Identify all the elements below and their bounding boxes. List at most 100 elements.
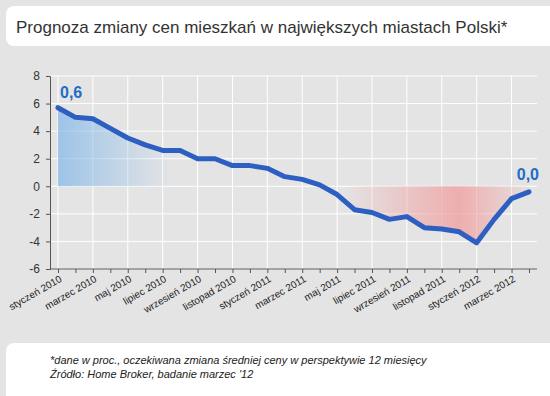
tick-mark (372, 269, 373, 273)
tick: marzec 2010 (43, 269, 99, 312)
tick-mark (355, 269, 356, 273)
tick-label: marzec 2012 (461, 273, 517, 312)
grid-line (511, 76, 512, 269)
tick: -2 (29, 207, 50, 221)
grid-line (441, 76, 442, 269)
tick (494, 269, 495, 273)
tick (389, 269, 390, 273)
tick (320, 269, 321, 273)
area (58, 108, 529, 243)
tick-mark (46, 186, 50, 187)
grid-line (50, 269, 537, 270)
note: Źródło: Home Broker, badanie marzec '12 (49, 368, 253, 380)
tick-label: 2 (33, 152, 40, 166)
tick-mark (389, 269, 390, 273)
tick (110, 269, 111, 273)
grid-line (372, 76, 373, 269)
grid-line (50, 103, 537, 104)
x-axis: styczeń 2010marzec 2010maj 2010lipiec 20… (7, 269, 537, 315)
grid (50, 76, 537, 269)
tick: -4 (29, 235, 50, 249)
tick-mark (459, 269, 460, 273)
tick: 0 (33, 180, 50, 194)
tick-label: wrzesień 2011 (351, 273, 413, 315)
tick-mark (494, 269, 495, 273)
tick-mark (145, 269, 146, 273)
tick (424, 269, 425, 273)
tick (285, 269, 286, 273)
grid-line (50, 76, 537, 77)
grid-line (50, 131, 537, 132)
grid-line (337, 76, 338, 269)
tick-mark (75, 269, 76, 273)
tick: 6 (33, 97, 50, 111)
tick-mark (407, 269, 408, 273)
tick (215, 269, 216, 273)
tick: 2 (33, 152, 50, 166)
tick-mark (93, 269, 94, 273)
grid-line (302, 76, 303, 269)
tick (75, 269, 76, 273)
tick-mark (163, 269, 164, 273)
tick-mark (110, 269, 111, 273)
tick-mark (250, 269, 251, 273)
y-axis: -6 -4 -2 0 2 4 6 8 (29, 69, 50, 276)
tick-label: marzec 2011 (253, 273, 308, 311)
chart: Prognoza zmiany cen mieszkań w największ… (0, 0, 550, 396)
line (58, 108, 529, 243)
tick-mark (302, 269, 303, 273)
tick-mark (180, 269, 181, 273)
tick-mark (477, 269, 478, 273)
tick-mark (58, 269, 59, 273)
tick-label: 0 (33, 180, 40, 194)
grid-line (406, 76, 407, 269)
tick-mark (215, 269, 216, 273)
background (0, 0, 550, 396)
tick (459, 269, 460, 273)
tick (145, 269, 146, 273)
tick: marzec 2011 (253, 269, 308, 311)
tick-mark (232, 269, 233, 273)
tick: wrzesień 2010 (141, 269, 204, 315)
tick (529, 269, 530, 273)
tick-label: -6 (29, 262, 40, 276)
tick-mark (442, 269, 443, 273)
axis-line (46, 77, 51, 270)
tick-mark (512, 269, 513, 273)
tick-label: 6 (33, 97, 40, 111)
tick-label: 4 (33, 124, 40, 138)
tick-mark (128, 269, 129, 273)
tick-mark (46, 214, 50, 215)
tick: 4 (33, 124, 50, 138)
tick-mark (46, 269, 50, 270)
tick (355, 269, 356, 273)
tick-label: -2 (29, 207, 40, 221)
tick-mark (424, 269, 425, 273)
note: *dane w proc., oczekiwana zmiana średnie… (50, 354, 428, 366)
grid-line (50, 241, 537, 242)
tick: -6 (29, 262, 50, 276)
tick-mark (46, 131, 50, 132)
tick: marzec 2012 (461, 269, 517, 312)
tick (180, 269, 181, 273)
plot-area (58, 108, 529, 243)
tick: 8 (33, 69, 50, 83)
tick-label: marzec 2010 (43, 273, 99, 312)
tick-mark (320, 269, 321, 273)
tick (250, 269, 251, 273)
tick: wrzesień 2011 (351, 269, 413, 315)
axis-line (50, 269, 537, 270)
tick-label: -4 (29, 235, 40, 249)
tick-mark (285, 269, 286, 273)
annotation: 0,6 (60, 84, 82, 101)
tick-mark (267, 269, 268, 273)
tick-mark (529, 269, 530, 273)
tick-mark (46, 159, 50, 160)
tick-mark (46, 76, 50, 77)
tick-mark (46, 104, 50, 105)
tick-label: wrzesień 2010 (141, 273, 204, 315)
tick-mark (198, 269, 199, 273)
tick-mark (337, 269, 338, 273)
title-box (6, 6, 550, 46)
note-box (6, 343, 550, 396)
